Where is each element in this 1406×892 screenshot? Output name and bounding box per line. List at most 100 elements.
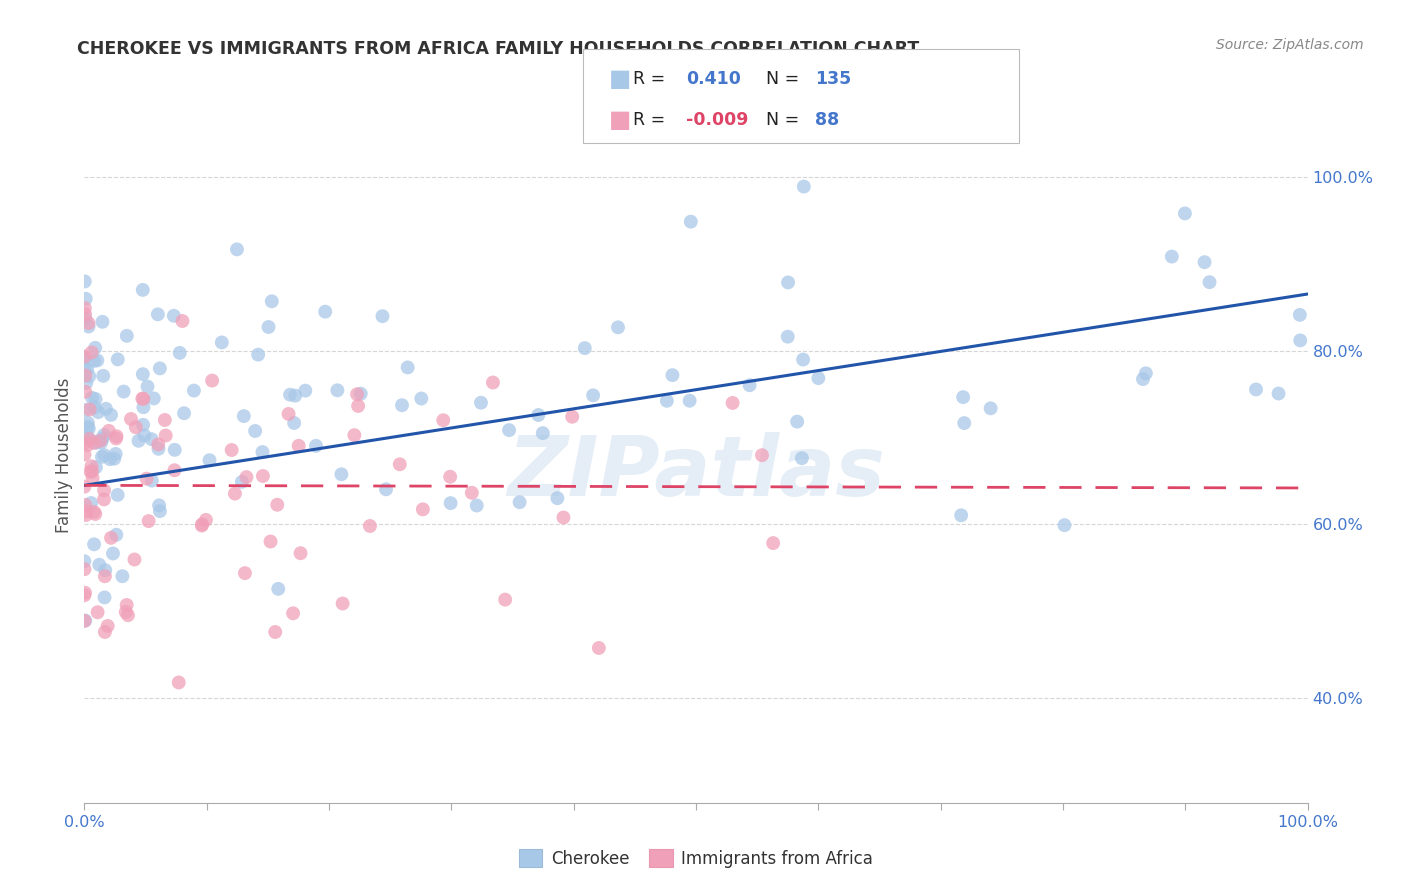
Point: [75, 508, 97, 522]
Point: [97, 424, 120, 438]
Point: [235, 470, 257, 484]
Point: [82, 391, 104, 405]
Text: CHEROKEE VS IMMIGRANTS FROM AFRICA FAMILY HOUSEHOLDS CORRELATION CHART: CHEROKEE VS IMMIGRANTS FROM AFRICA FAMIL…: [77, 40, 920, 58]
Point: [117, 608, 139, 623]
Point: [231, 475, 253, 489]
Y-axis label: Family Households: Family Households: [55, 377, 73, 533]
Point: [132, 401, 155, 415]
Point: [350, 386, 373, 401]
Point: [264, 625, 287, 640]
Point: [561, 409, 583, 424]
Point: [1198, 275, 1220, 289]
Text: 88: 88: [815, 111, 839, 128]
Point: [793, 179, 815, 194]
Point: [73, 480, 96, 494]
Point: [149, 504, 172, 518]
Point: [141, 432, 163, 446]
Point: [148, 499, 170, 513]
Text: 0.410: 0.410: [686, 70, 741, 88]
Point: [89, 558, 111, 572]
Point: [347, 399, 370, 413]
Point: [305, 439, 328, 453]
Point: [86, 353, 108, 368]
Point: [89, 434, 111, 448]
Point: [546, 491, 568, 505]
Text: N =: N =: [766, 111, 806, 128]
Point: [233, 566, 256, 581]
Point: [73, 448, 96, 462]
Point: [91, 368, 114, 383]
Point: [266, 498, 288, 512]
Point: [326, 384, 349, 398]
Point: [142, 392, 165, 406]
Point: [359, 519, 381, 533]
Point: [332, 597, 354, 611]
Point: [776, 329, 799, 343]
Point: [738, 378, 761, 392]
Point: [259, 534, 281, 549]
Point: [105, 431, 128, 445]
Point: [1194, 255, 1216, 269]
Point: [73, 275, 96, 289]
Point: [77, 319, 100, 334]
Point: [792, 352, 814, 367]
Point: [252, 469, 274, 483]
Point: [132, 417, 155, 432]
Point: [141, 474, 163, 488]
Point: [163, 463, 186, 477]
Point: [75, 384, 97, 399]
Point: [75, 498, 97, 512]
Point: [77, 422, 100, 436]
Point: [1132, 372, 1154, 386]
Point: [980, 401, 1002, 416]
Point: [153, 413, 176, 427]
Point: [252, 445, 274, 459]
Point: [114, 605, 136, 619]
Point: [553, 510, 575, 524]
Point: [1174, 206, 1197, 220]
Point: [751, 448, 773, 462]
Point: [953, 416, 976, 430]
Point: [84, 341, 107, 355]
Point: [80, 496, 103, 510]
Point: [101, 546, 124, 560]
Point: [465, 499, 488, 513]
Point: [75, 504, 97, 518]
Point: [132, 367, 155, 381]
Point: [76, 429, 98, 443]
Point: [281, 607, 304, 621]
Point: [148, 442, 170, 456]
Point: [91, 431, 114, 445]
Point: [80, 465, 103, 479]
Text: R =: R =: [633, 111, 671, 128]
Point: [314, 304, 336, 318]
Point: [155, 428, 177, 442]
Point: [73, 362, 96, 376]
Point: [111, 569, 134, 583]
Point: [191, 517, 214, 532]
Point: [679, 214, 702, 228]
Point: [75, 292, 97, 306]
Point: [607, 320, 630, 334]
Point: [950, 508, 973, 523]
Point: [243, 424, 266, 438]
Point: [93, 483, 115, 498]
Point: [124, 552, 146, 566]
Point: [134, 428, 156, 442]
Point: [191, 518, 214, 533]
Point: [371, 309, 394, 323]
Point: [93, 448, 115, 462]
Point: [439, 496, 461, 510]
Point: [470, 395, 492, 409]
Point: [132, 392, 155, 406]
Point: [167, 675, 190, 690]
Point: [73, 588, 96, 602]
Point: [201, 374, 224, 388]
Point: [76, 419, 98, 434]
Point: [247, 348, 270, 362]
Point: [574, 341, 596, 355]
Point: [287, 439, 309, 453]
Legend: Cherokee, Immigrants from Africa: Cherokee, Immigrants from Africa: [512, 842, 880, 874]
Point: [778, 276, 800, 290]
Point: [1289, 308, 1312, 322]
